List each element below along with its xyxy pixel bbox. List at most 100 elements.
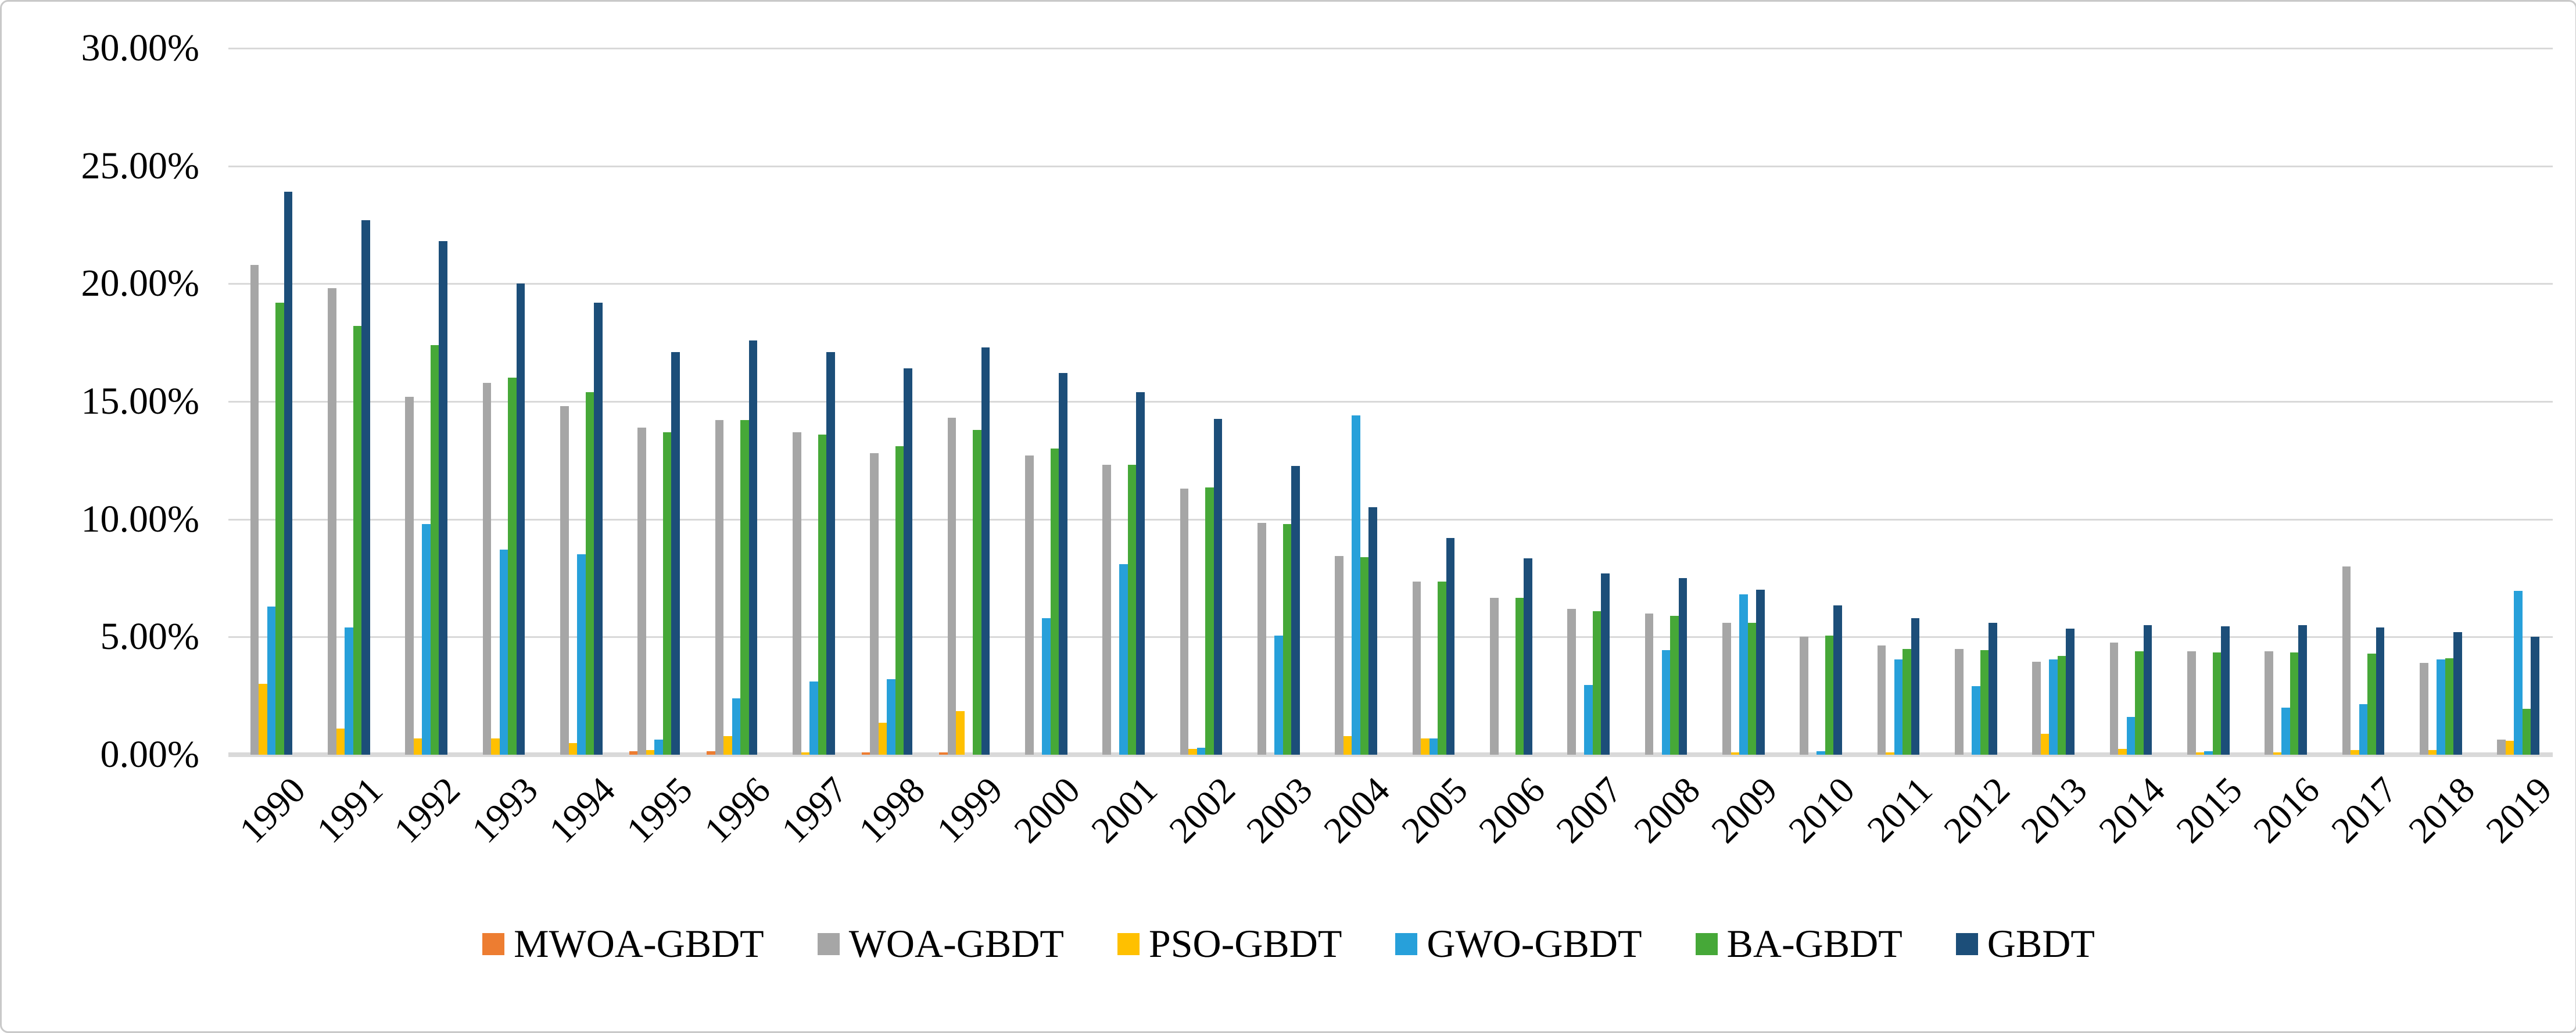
bar-2004-BA-GBDT <box>1360 557 1369 755</box>
bar-group-2001 <box>1094 48 1145 755</box>
y-tick-label-30pct: 30.00% <box>81 27 199 69</box>
bar-2013-GWO-GBDT <box>2049 659 2058 755</box>
bar-2013-GBDT <box>2066 629 2075 755</box>
bar-2002-BA-GBDT <box>1205 487 1214 755</box>
bar-2013-BA-GBDT <box>2057 655 2066 755</box>
x-tick-label-2010: 2010 <box>1780 769 1863 851</box>
bar-group-2015 <box>2179 48 2230 755</box>
bar-2017-BA-GBDT <box>2367 653 2376 755</box>
bar-1995-PSO-GBDT <box>646 749 655 755</box>
gridline-20pct <box>228 283 2553 285</box>
bar-2013-PSO-GBDT <box>2040 733 2050 755</box>
bar-1995-GWO-GBDT <box>654 739 663 755</box>
bar-2018-WOA-GBDT <box>2420 662 2428 755</box>
bar-2000-BA-GBDT <box>1050 449 1059 755</box>
x-tick-label-2013: 2013 <box>2013 769 2095 851</box>
bar-1995-WOA-GBDT <box>637 427 646 755</box>
bar-1990-BA-GBDT <box>275 302 284 755</box>
bar-2014-WOA-GBDT <box>2109 643 2119 755</box>
bar-group-1991 <box>320 48 370 755</box>
bar-1996-GWO-GBDT <box>732 698 741 755</box>
bar-2012-WOA-GBDT <box>1955 648 1964 755</box>
x-tick-label-2011: 2011 <box>1859 769 1940 850</box>
legend-swatch-icon <box>1695 932 1718 955</box>
bar-1990-PSO-GBDT <box>259 684 267 755</box>
gridline-5pct <box>228 636 2553 639</box>
x-tick-label-1991: 1991 <box>309 769 390 851</box>
bar-group-2019 <box>2489 48 2539 755</box>
bar-2014-GWO-GBDT <box>2126 717 2136 755</box>
legend-label: PSO-GBDT <box>1148 921 1342 966</box>
legend-label: BA-GBDT <box>1726 921 1903 966</box>
bar-2016-GWO-GBDT <box>2281 707 2290 755</box>
bar-2009-PSO-GBDT <box>1731 752 1739 755</box>
bar-2010-GWO-GBDT <box>1817 751 1825 755</box>
bar-2008-GWO-GBDT <box>1661 650 1671 755</box>
bar-2015-GBDT <box>2221 626 2230 755</box>
bar-1993-GBDT <box>516 284 525 755</box>
bar-1995-BA-GBDT <box>662 432 672 755</box>
legend-label: GBDT <box>1987 921 2095 966</box>
bar-2019-BA-GBDT <box>2522 708 2531 755</box>
bar-group-1997 <box>784 48 835 755</box>
x-tick-label-1999: 1999 <box>928 769 1011 851</box>
bar-1999-WOA-GBDT <box>947 418 956 755</box>
bar-1992-WOA-GBDT <box>405 396 414 755</box>
bar-1998-GWO-GBDT <box>887 679 895 755</box>
bar-1996-MWOA-GBDT <box>707 751 715 755</box>
bar-group-2008 <box>1636 48 1688 755</box>
bar-2005-WOA-GBDT <box>1412 582 1421 755</box>
bar-2018-BA-GBDT <box>2445 658 2453 755</box>
bar-2005-GBDT <box>1446 538 1455 755</box>
bar-group-1992 <box>397 48 447 755</box>
bar-1994-GWO-GBDT <box>577 554 586 755</box>
x-tick-label-2016: 2016 <box>2245 769 2328 851</box>
bar-2009-GBDT <box>1756 590 1765 755</box>
bar-1991-PSO-GBDT <box>336 729 345 755</box>
bar-group-1998 <box>861 48 912 755</box>
bar-2002-GWO-GBDT <box>1196 747 1206 755</box>
bar-1993-PSO-GBDT <box>491 738 500 755</box>
bar-group-2000 <box>1017 48 1067 755</box>
bar-2006-WOA-GBDT <box>1490 598 1499 755</box>
plot-area <box>228 48 2553 757</box>
bar-2014-GBDT <box>2143 625 2152 755</box>
bar-2011-WOA-GBDT <box>1877 645 1886 755</box>
bar-2011-GWO-GBDT <box>1894 659 1903 755</box>
bar-1991-BA-GBDT <box>353 326 361 755</box>
bar-2014-PSO-GBDT <box>2118 748 2127 755</box>
bar-1996-WOA-GBDT <box>715 420 724 755</box>
bar-1992-BA-GBDT <box>430 345 439 755</box>
bar-2011-PSO-GBDT <box>1886 752 1894 755</box>
legend-item-MWOA-GBDT: MWOA-GBDT <box>482 921 764 967</box>
bar-2014-BA-GBDT <box>2135 651 2144 755</box>
bar-1999-BA-GBDT <box>973 429 981 755</box>
bar-2003-GBDT <box>1291 466 1300 755</box>
bar-2001-GBDT <box>1136 392 1145 755</box>
x-tick-label-2003: 2003 <box>1238 769 1320 851</box>
bar-2011-BA-GBDT <box>1903 648 1911 755</box>
bar-2000-GBDT <box>1059 373 1067 755</box>
bar-2004-GWO-GBDT <box>1352 415 1360 755</box>
bar-2008-WOA-GBDT <box>1645 613 1654 755</box>
legend-item-GWO-GBDT: GWO-GBDT <box>1395 921 1642 967</box>
bar-1994-BA-GBDT <box>585 392 594 755</box>
bar-1994-GBDT <box>594 302 603 755</box>
bar-2017-GWO-GBDT <box>2359 704 2368 755</box>
bar-group-1994 <box>552 48 603 755</box>
bar-2011-GBDT <box>1911 618 1920 755</box>
bar-1998-BA-GBDT <box>895 446 904 755</box>
x-tick-label-2018: 2018 <box>2401 769 2482 851</box>
bar-group-2016 <box>2256 48 2307 755</box>
x-tick-label-1996: 1996 <box>696 769 778 851</box>
bar-2010-WOA-GBDT <box>1800 637 1808 755</box>
x-tick-label-2007: 2007 <box>1548 769 1631 851</box>
bar-1993-BA-GBDT <box>508 378 517 755</box>
bar-2009-GWO-GBDT <box>1739 594 1748 755</box>
bar-group-2013 <box>2024 48 2075 755</box>
x-tick-label-2005: 2005 <box>1393 769 1475 851</box>
y-tick-label-0pct: 0.00% <box>100 733 199 776</box>
bar-2004-GBDT <box>1368 507 1377 755</box>
y-tick-label-15pct: 15.00% <box>81 380 199 422</box>
bar-group-2010 <box>1792 48 1842 755</box>
